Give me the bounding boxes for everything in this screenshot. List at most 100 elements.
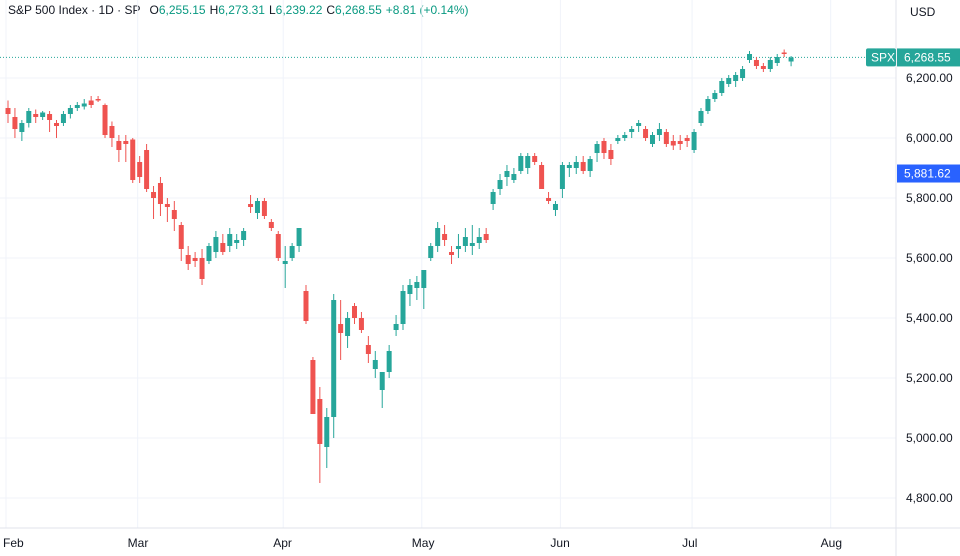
candle-up bbox=[435, 228, 441, 246]
last-price-badge-label: 6,268.55 bbox=[904, 50, 951, 64]
candle-up bbox=[393, 324, 399, 330]
candle-up bbox=[296, 228, 302, 246]
candle-up bbox=[414, 282, 420, 288]
candle-up bbox=[525, 156, 531, 168]
close-value: 6,268.55 bbox=[335, 3, 382, 17]
candle-down bbox=[137, 162, 143, 177]
candle-down bbox=[317, 399, 323, 444]
candle-up bbox=[740, 69, 746, 78]
candle-up bbox=[719, 81, 725, 93]
y-tick-label: 5,000.00 bbox=[906, 431, 953, 445]
candle-up bbox=[476, 237, 482, 243]
candle-down bbox=[358, 318, 364, 330]
candle-up bbox=[622, 135, 628, 138]
low-label: L bbox=[268, 3, 276, 17]
candle-down bbox=[95, 99, 101, 101]
candle-up bbox=[289, 246, 295, 258]
candle-down bbox=[310, 360, 316, 414]
candle-up bbox=[705, 99, 711, 111]
candle-up bbox=[656, 129, 662, 135]
candle-down bbox=[178, 225, 184, 249]
symbol-line: S&P 500 Index · 1D · SP bbox=[8, 3, 141, 17]
y-tick-label: 5,600.00 bbox=[906, 251, 953, 265]
candle-down bbox=[102, 105, 108, 135]
candle-down bbox=[643, 129, 649, 138]
candle-up bbox=[213, 237, 219, 252]
candle-up bbox=[518, 156, 524, 171]
y-tick-label: 5,800.00 bbox=[906, 191, 953, 205]
candle-up bbox=[282, 261, 288, 264]
candle-down bbox=[532, 156, 538, 162]
candle-down bbox=[248, 204, 254, 207]
x-tick-label: Apr bbox=[273, 536, 292, 550]
candle-up bbox=[559, 165, 565, 189]
marker-price-badge-label: 5,881.62 bbox=[904, 167, 951, 181]
candle-down bbox=[192, 258, 198, 261]
marker-price-badge bbox=[897, 164, 960, 183]
candle-up bbox=[594, 144, 600, 153]
candle-down bbox=[171, 210, 177, 219]
x-tick-label: Jul bbox=[682, 536, 697, 550]
open-label: O bbox=[149, 3, 159, 17]
candle-up bbox=[788, 57, 794, 62]
candle-up bbox=[81, 103, 87, 107]
candle-down bbox=[684, 138, 690, 141]
candle-down bbox=[5, 108, 11, 114]
candle-down bbox=[608, 150, 614, 159]
candle-up bbox=[629, 129, 635, 132]
candle-down bbox=[483, 234, 489, 240]
candle-up bbox=[324, 417, 330, 447]
candle-down bbox=[449, 252, 455, 255]
candle-down bbox=[123, 141, 129, 144]
candle-up bbox=[698, 111, 704, 123]
candle-up bbox=[254, 201, 260, 213]
candle-up bbox=[747, 54, 753, 60]
x-tick-label: Mar bbox=[128, 536, 149, 550]
candle-up bbox=[566, 165, 572, 168]
y-tick-label: 4,800.00 bbox=[906, 491, 953, 505]
y-tick-label: 6,200.00 bbox=[906, 71, 953, 85]
x-tick-label: Jun bbox=[550, 536, 569, 550]
candle-down bbox=[261, 201, 267, 216]
candle-down bbox=[303, 291, 309, 321]
last-price-badge bbox=[897, 48, 960, 67]
candle-down bbox=[677, 141, 683, 144]
candle-up bbox=[60, 114, 66, 123]
candle-down bbox=[753, 60, 759, 66]
y-tick-label: 5,200.00 bbox=[906, 371, 953, 385]
candle-up bbox=[767, 60, 773, 69]
candle-down bbox=[760, 66, 766, 69]
candle-down bbox=[601, 141, 607, 153]
symbol-badge-label: SPX bbox=[871, 50, 895, 64]
candle-up bbox=[573, 162, 579, 168]
candle-up bbox=[67, 108, 73, 114]
x-tick-label: Feb bbox=[3, 536, 24, 550]
candle-up bbox=[19, 123, 25, 132]
candle-down bbox=[352, 306, 357, 318]
high-value: 6,273.31 bbox=[218, 3, 265, 17]
candle-up bbox=[511, 174, 517, 180]
candle-up bbox=[774, 57, 780, 63]
candle-down bbox=[47, 114, 53, 120]
candle-up bbox=[455, 246, 461, 249]
candle-up bbox=[379, 372, 385, 390]
candle-up bbox=[421, 270, 427, 288]
price-axis-unit: USD bbox=[910, 5, 936, 19]
y-tick-label: 6,000.00 bbox=[906, 131, 953, 145]
candle-up bbox=[712, 93, 718, 99]
candle-up bbox=[733, 75, 739, 81]
candle-up bbox=[636, 123, 642, 126]
candle-down bbox=[365, 345, 371, 354]
candle-down bbox=[130, 139, 136, 180]
candle-down bbox=[164, 204, 170, 207]
candle-up bbox=[469, 243, 475, 246]
candle-up bbox=[345, 318, 351, 336]
candle-up bbox=[400, 291, 406, 324]
candle-down bbox=[54, 123, 60, 126]
candle-down bbox=[670, 141, 676, 146]
y-tick-label: 5,400.00 bbox=[906, 311, 953, 325]
candle-up bbox=[26, 111, 32, 123]
candle-up bbox=[497, 180, 503, 189]
